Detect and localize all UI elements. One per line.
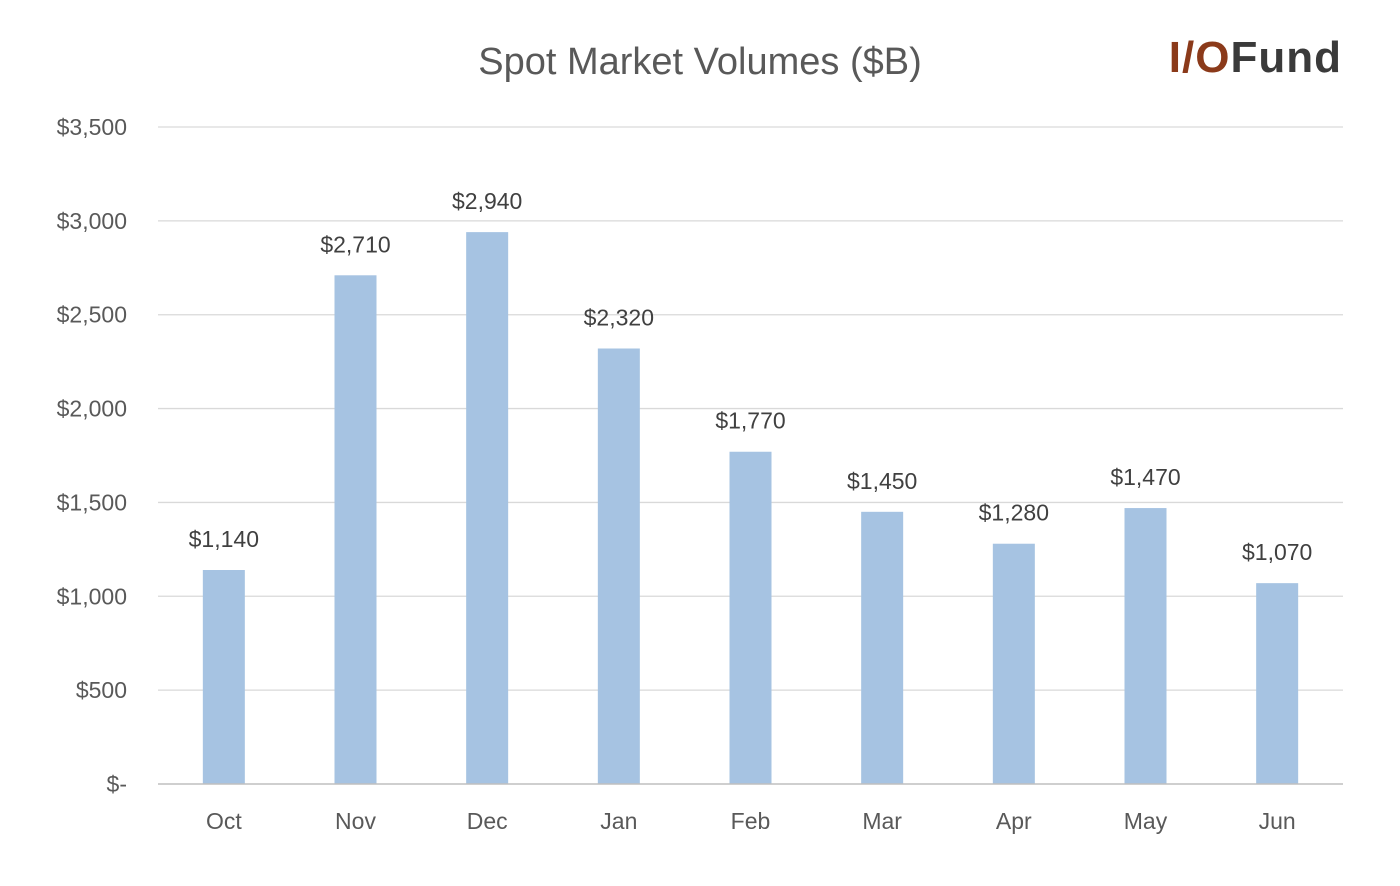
y-tick-label: $- (107, 771, 127, 797)
x-tick-label-jan: Jan (600, 808, 637, 834)
bar-jun (1256, 583, 1299, 784)
chart-title: Spot Market Volumes ($B) (478, 41, 922, 83)
x-axis-tick-labels: Oct Nov Dec Jan Feb Mar Apr May Jun (206, 808, 1296, 834)
bar-dec (466, 232, 509, 784)
bar-may (1124, 508, 1167, 784)
y-tick-label: $1,500 (57, 489, 127, 515)
data-labels: $1,140 $2,710 $2,940 $2,320 $1,770 $1,450 $1,2… (189, 188, 1313, 565)
bar-mar (861, 511, 904, 784)
data-label-apr: $1,280 (979, 500, 1049, 526)
x-tick-label-apr: Apr (996, 808, 1032, 834)
bar-jan (597, 348, 640, 784)
y-tick-label: $2,500 (57, 302, 127, 328)
data-label-dec: $2,940 (452, 188, 522, 214)
bar-nov (334, 275, 377, 784)
data-label-nov: $2,710 (320, 231, 390, 257)
y-tick-label: $1,000 (57, 583, 127, 609)
bar-oct (202, 570, 245, 784)
y-tick-label: $2,000 (57, 396, 127, 422)
x-tick-label-mar: Mar (862, 808, 902, 834)
data-label-jan: $2,320 (584, 305, 654, 331)
data-label-feb: $1,770 (715, 408, 785, 434)
data-label-mar: $1,450 (847, 468, 917, 494)
x-tick-label-oct: Oct (206, 808, 242, 834)
x-tick-label-dec: Dec (467, 808, 508, 834)
y-axis-tick-labels: $- $500 $1,000 $1,500 $2,000 $2,500 $3,000 $3,5… (57, 114, 127, 797)
logo-prefix: I/O (1169, 33, 1231, 82)
data-label-jun: $1,070 (1242, 539, 1312, 565)
y-tick-label: $3,000 (57, 208, 127, 234)
logo-suffix: Fund (1230, 33, 1342, 82)
bar-feb (729, 451, 772, 784)
bar-apr (992, 543, 1035, 784)
data-label-oct: $1,140 (189, 526, 259, 552)
bars (202, 232, 1299, 784)
y-tick-label: $500 (76, 677, 127, 703)
data-label-may: $1,470 (1110, 464, 1180, 490)
y-tick-label: $3,500 (57, 114, 127, 140)
x-tick-label-jun: Jun (1259, 808, 1296, 834)
x-tick-label-feb: Feb (731, 808, 771, 834)
brand-logo: I/OFund (1169, 33, 1342, 82)
x-tick-label-nov: Nov (335, 808, 376, 834)
x-tick-label-may: May (1124, 808, 1168, 834)
